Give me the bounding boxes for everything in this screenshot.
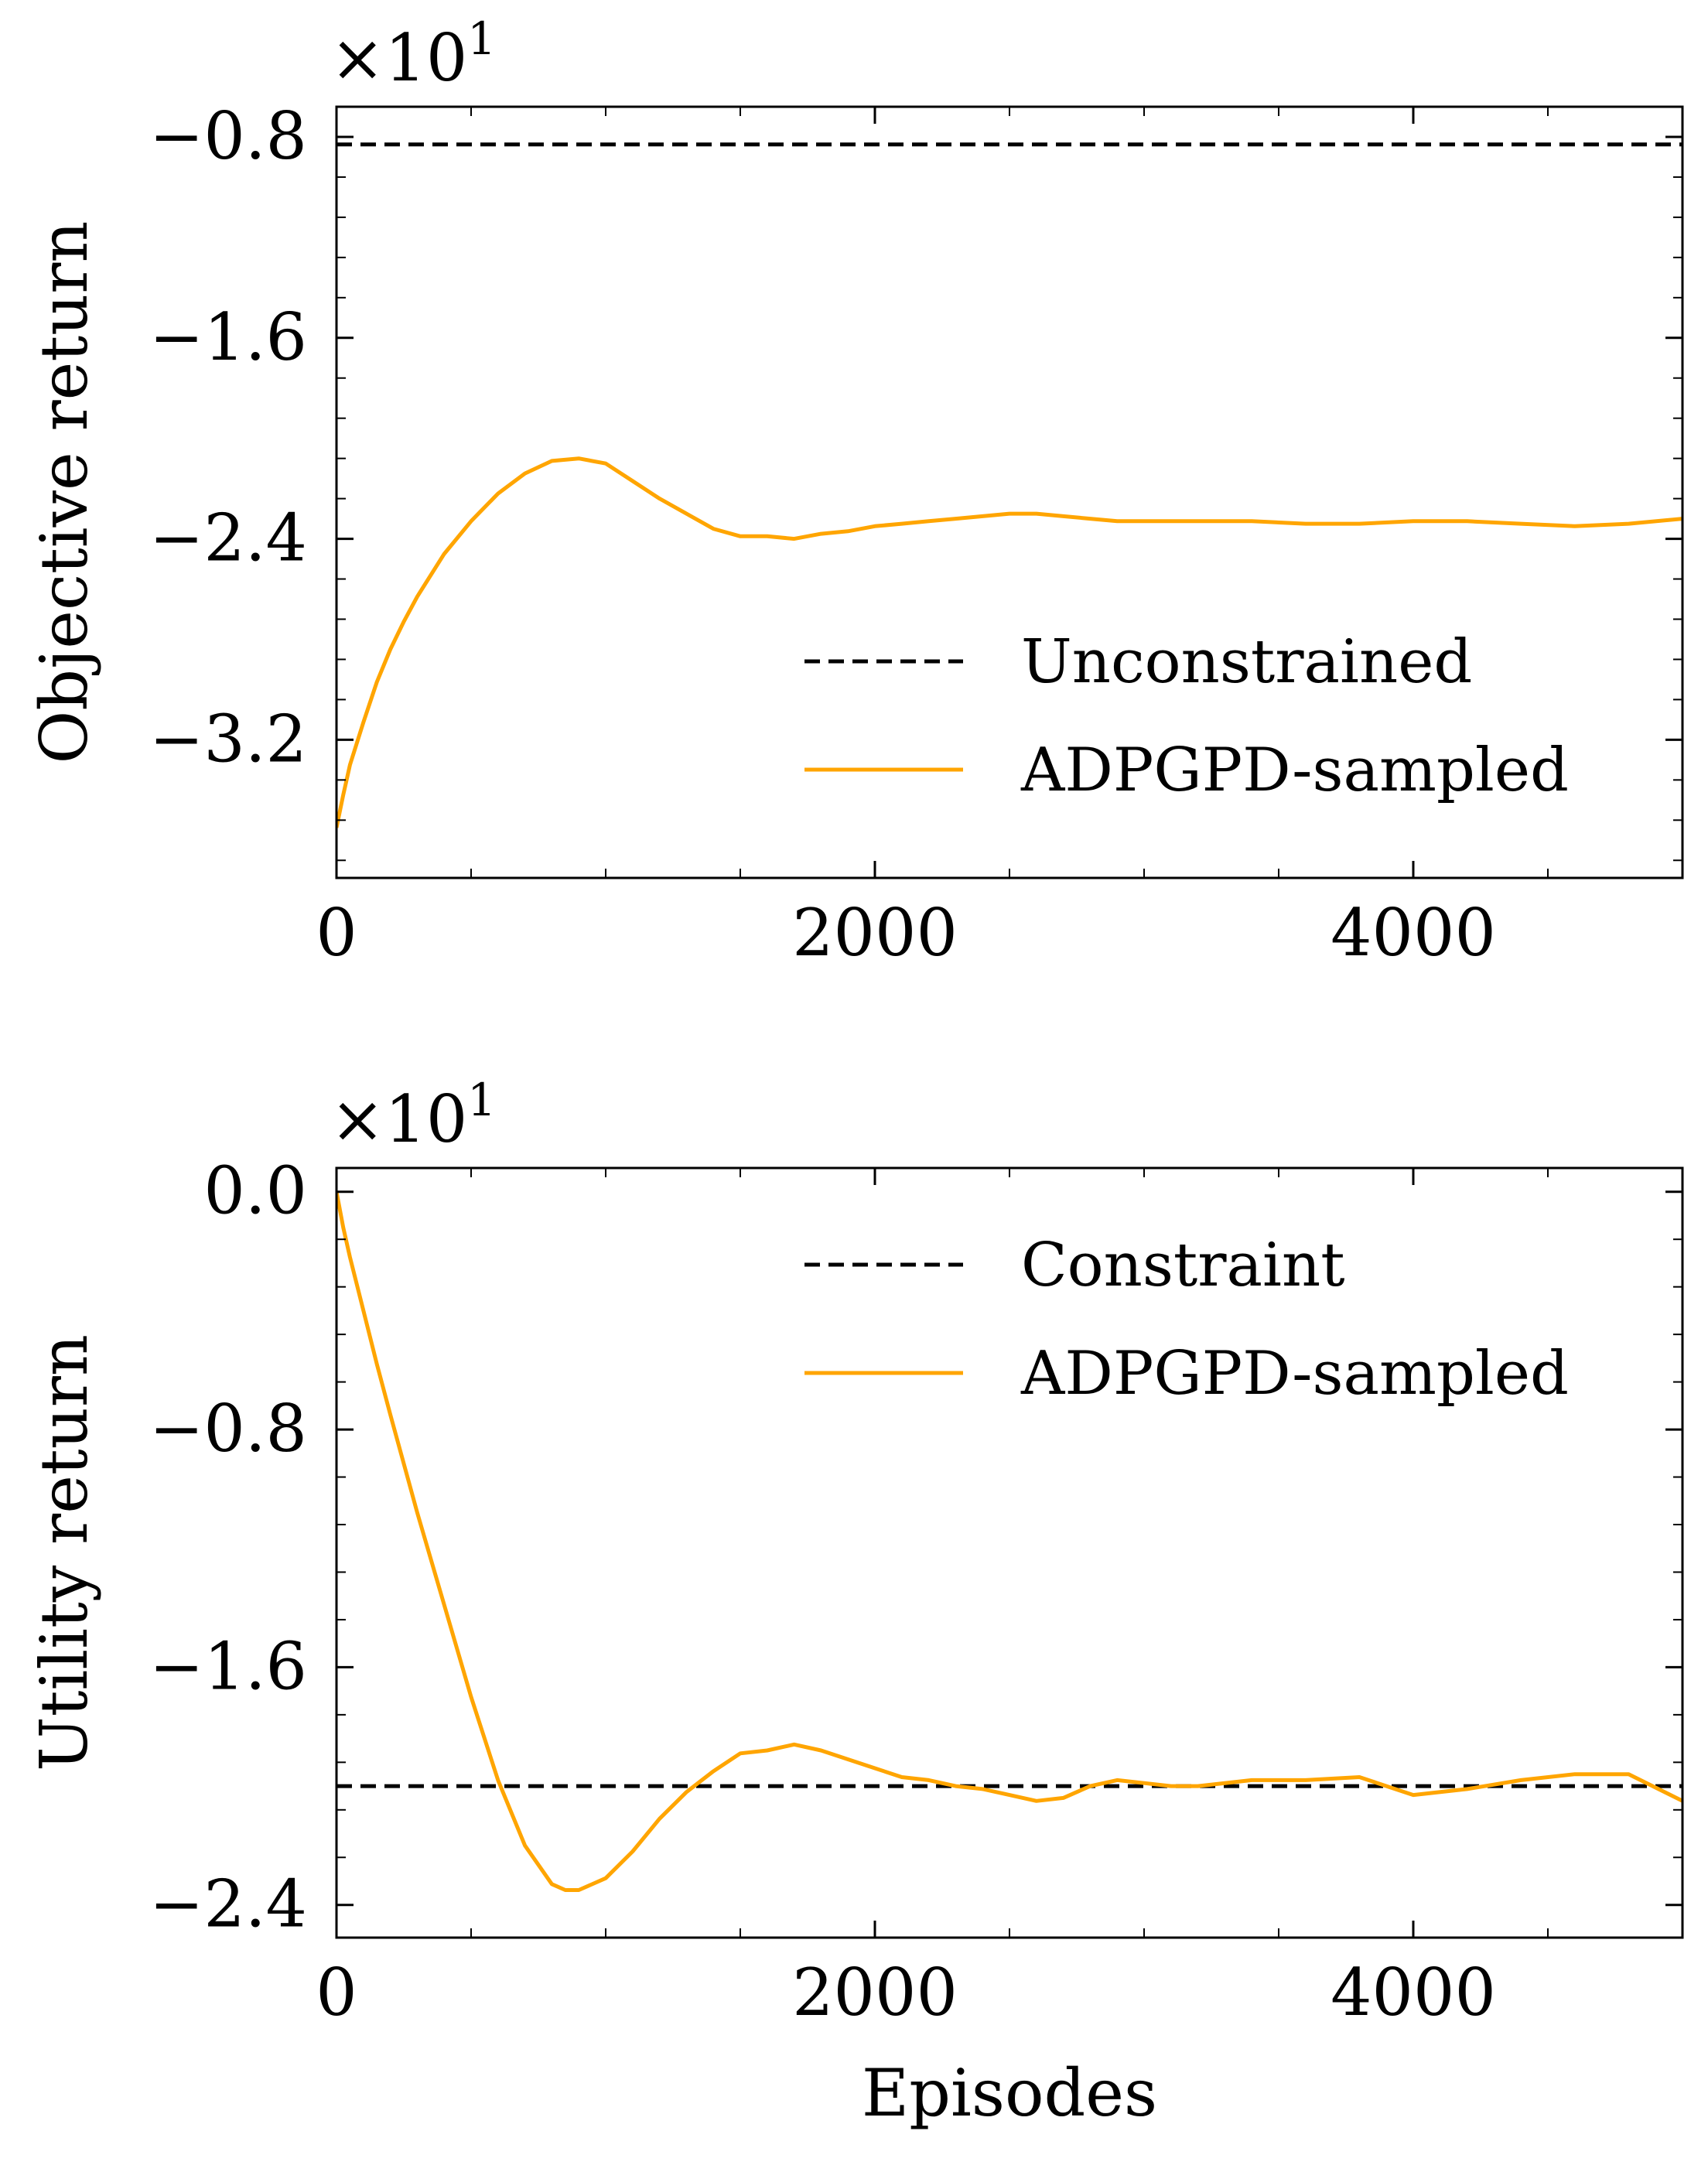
y-tick-label: −1.6	[149, 299, 307, 375]
plot-frame	[335, 1166, 1684, 1939]
legend-label: Constraint	[1021, 1231, 1345, 1300]
y-tick-label: −0.8	[149, 1391, 307, 1467]
y-tick-label: −0.8	[149, 98, 307, 174]
y-tick-label: 0.0	[203, 1153, 307, 1229]
y-tick-label: −3.2	[149, 701, 307, 777]
x-tick-label: 2000	[792, 895, 958, 971]
x-axis-label: Episodes	[862, 2055, 1157, 2131]
y-axis-label: Objective return	[26, 221, 102, 764]
x-tick-label: 0	[316, 1955, 357, 2030]
adpgpd-sampled-line	[336, 1191, 1682, 1892]
utility-return-panel: 0 2000 4000 0.0 −0.8 −1.6 −2.4 ×101 Utility retu…	[26, 1074, 1684, 2131]
legend-label: Unconstrained	[1021, 627, 1472, 697]
legend-label: ADPGPD-sampled	[1020, 736, 1569, 805]
x-tick-label: 2000	[792, 1955, 958, 2030]
y-offset-label: ×101	[330, 1074, 496, 1157]
legend: Unconstrained ADPGPD-sampled	[804, 627, 1569, 805]
legend: Constraint ADPGPD-sampled	[804, 1231, 1569, 1409]
y-tick-label: −2.4	[149, 500, 307, 576]
legend-label: ADPGPD-sampled	[1020, 1339, 1569, 1409]
y-tick-label: −1.6	[149, 1628, 307, 1704]
adpgpd-sampled-line	[336, 456, 1682, 828]
x-tick-label: 4000	[1331, 1955, 1496, 2030]
y-tick-label: −2.4	[149, 1866, 307, 1942]
x-tick-label: 4000	[1331, 895, 1496, 971]
y-offset-label: ×101	[330, 12, 496, 96]
objective-return-panel: 0 2000 4000 −0.8 −1.6 −2.4 −3.2 ×101 Objective r…	[26, 12, 1684, 971]
x-tick-label: 0	[316, 895, 357, 971]
y-axis-label: Utility return	[26, 1334, 102, 1771]
